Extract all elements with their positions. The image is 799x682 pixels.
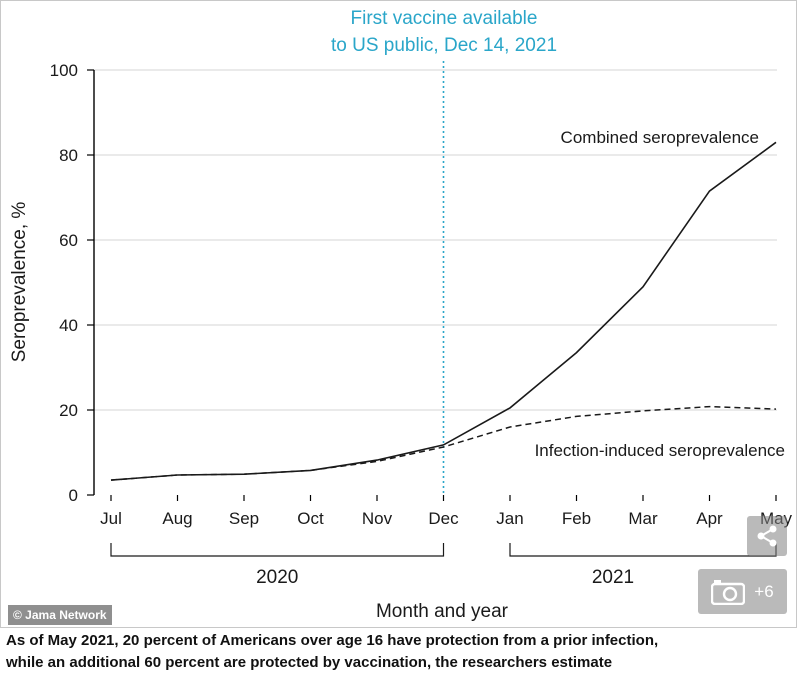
camera-icon bbox=[711, 579, 746, 605]
x-axis-ticks: JulAugSepOctNovDecJanFebMarAprMay bbox=[100, 495, 793, 528]
caption-line-2: while an additional 60 percent are prote… bbox=[6, 654, 613, 671]
image-caption: As of May 2021, 20 percent of Americans … bbox=[6, 630, 796, 674]
y-tick-label-0: 0 bbox=[69, 486, 78, 505]
x-axis-title: Month and year bbox=[376, 601, 509, 622]
year-bracket-2020 bbox=[110, 543, 445, 557]
year-brackets: 2020 2021 bbox=[110, 543, 777, 588]
year-label-2020: 2020 bbox=[256, 567, 298, 588]
y-tick-label-20: 20 bbox=[59, 401, 78, 420]
y-tick-label-80: 80 bbox=[59, 146, 78, 165]
x-tick-label-mar: Mar bbox=[628, 509, 658, 528]
vaccine-annotation-line1: First vaccine available bbox=[351, 8, 538, 29]
year-bracket-2021 bbox=[509, 543, 777, 557]
caption-line-1: As of May 2021, 20 percent of Americans … bbox=[6, 632, 659, 649]
x-tick-label-apr: Apr bbox=[696, 509, 723, 528]
series-label-infection-induced: Infection-induced seroprevalence bbox=[535, 441, 785, 460]
y-tick-label-100: 100 bbox=[50, 61, 78, 80]
x-tick-label-nov: Nov bbox=[362, 509, 393, 528]
gridlines bbox=[94, 69, 777, 411]
gallery-count: +6 bbox=[754, 581, 774, 601]
y-tick-label-60: 60 bbox=[59, 231, 78, 250]
x-tick-label-jan: Jan bbox=[496, 509, 523, 528]
y-tick-label-40: 40 bbox=[59, 316, 78, 335]
share-button[interactable] bbox=[747, 516, 787, 556]
x-tick-label-sep: Sep bbox=[229, 509, 259, 528]
chart-figure: 0 20 40 60 80 100 Jul Aug Sep Oct Nov Dec Jan Feb Mar… bbox=[0, 0, 797, 628]
series-label-combined: Combined seroprevalence bbox=[561, 128, 759, 147]
image-credit: © Jama Network bbox=[8, 605, 112, 625]
share-icon bbox=[757, 525, 777, 547]
x-tick-label-dec: Dec bbox=[428, 509, 459, 528]
gallery-button[interactable]: +6 bbox=[698, 569, 787, 614]
chart-svg: 0 20 40 60 80 100 Jul Aug Sep Oct Nov Dec Jan Feb Mar… bbox=[9, 8, 793, 622]
x-tick-label-jul: Jul bbox=[100, 509, 122, 528]
x-tick-label-aug: Aug bbox=[162, 509, 192, 528]
vaccine-annotation-line2: to US public, Dec 14, 2021 bbox=[331, 35, 557, 56]
x-tick-label-oct: Oct bbox=[297, 509, 324, 528]
y-axis-ticks: 0 20 40 60 80 100 bbox=[50, 61, 94, 505]
x-tick-label-feb: Feb bbox=[562, 509, 591, 528]
year-label-2021: 2021 bbox=[592, 567, 634, 588]
y-axis-title: Seroprevalence, % bbox=[9, 202, 30, 363]
series-line-combined bbox=[110, 141, 777, 481]
